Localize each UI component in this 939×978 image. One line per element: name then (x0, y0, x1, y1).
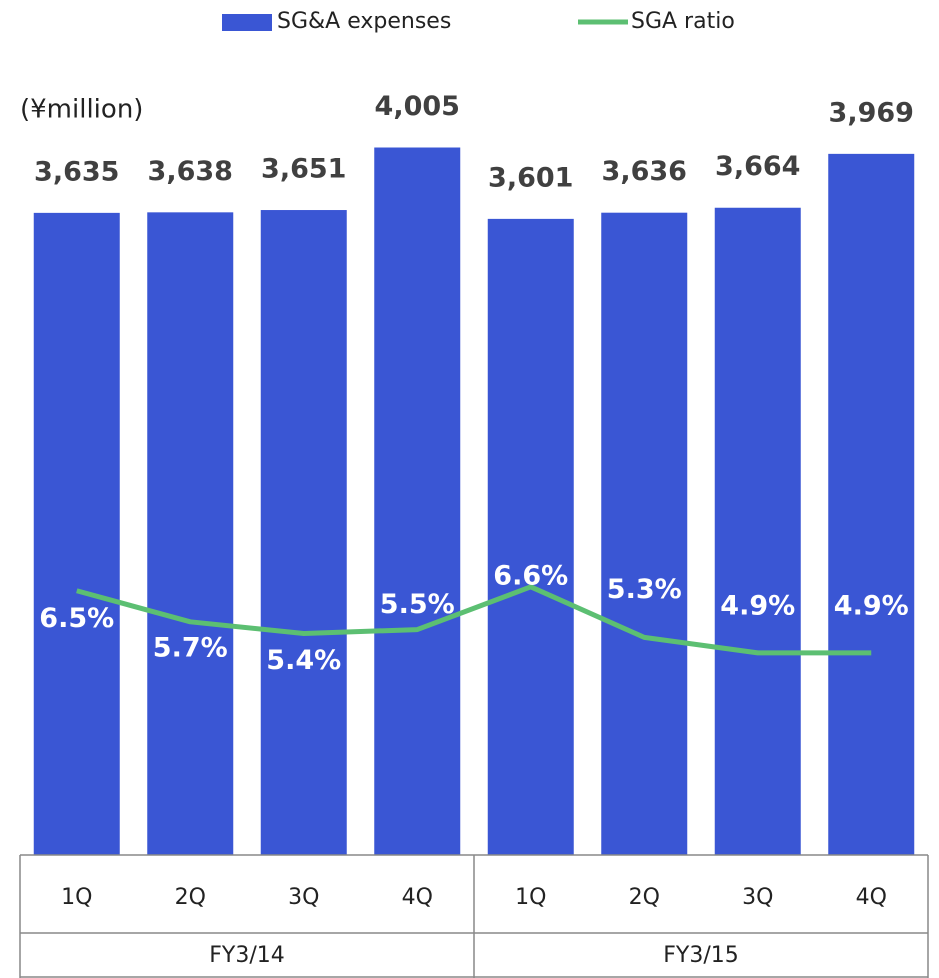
line-value-label: 5.3% (607, 574, 682, 605)
x-tick-label: 1Q (515, 885, 546, 910)
unit-label: (¥million) (20, 95, 143, 125)
bar-value-label: 3,664 (715, 151, 800, 182)
bar-value-label: 3,601 (488, 162, 573, 193)
bar (374, 147, 461, 855)
x-tick-label: 4Q (402, 885, 433, 910)
legend-label: SG&A expenses (277, 9, 451, 34)
x-tick-label: 3Q (288, 885, 319, 910)
legend-swatch-bar (222, 14, 272, 31)
bar (33, 212, 120, 856)
bar-value-label: 4,005 (375, 91, 460, 122)
bar-value-label: 3,635 (34, 156, 119, 187)
bar (601, 212, 688, 856)
bar (714, 207, 801, 856)
line-value-label: 4.9% (834, 590, 909, 621)
line-value-label: 5.5% (380, 589, 455, 620)
bar-value-label: 3,969 (829, 97, 914, 128)
line-value-label: 6.5% (39, 603, 114, 634)
ratio-line (76, 584, 872, 656)
line-value-label: 5.4% (266, 645, 341, 676)
bar-value-label: 3,638 (148, 156, 233, 187)
x-tick-label: 2Q (175, 885, 206, 910)
x-tick-label: 2Q (629, 885, 660, 910)
x-tick-label: 1Q (61, 885, 92, 910)
bar (260, 210, 347, 855)
bar (487, 218, 574, 856)
bar-value-label: 3,651 (261, 154, 346, 185)
bar (828, 153, 915, 855)
line-value-label: 4.9% (720, 590, 795, 621)
line-value-label: 6.6% (493, 560, 568, 591)
x-tick-label: 4Q (856, 885, 887, 910)
line-value-label: 5.7% (153, 632, 228, 663)
x-tick-label: 3Q (742, 885, 773, 910)
bar-value-label: 3,636 (602, 156, 687, 187)
bar (147, 212, 234, 855)
legend-label: SGA ratio (631, 9, 735, 34)
group-label: FY3/15 (663, 943, 739, 968)
group-label: FY3/14 (209, 943, 285, 968)
